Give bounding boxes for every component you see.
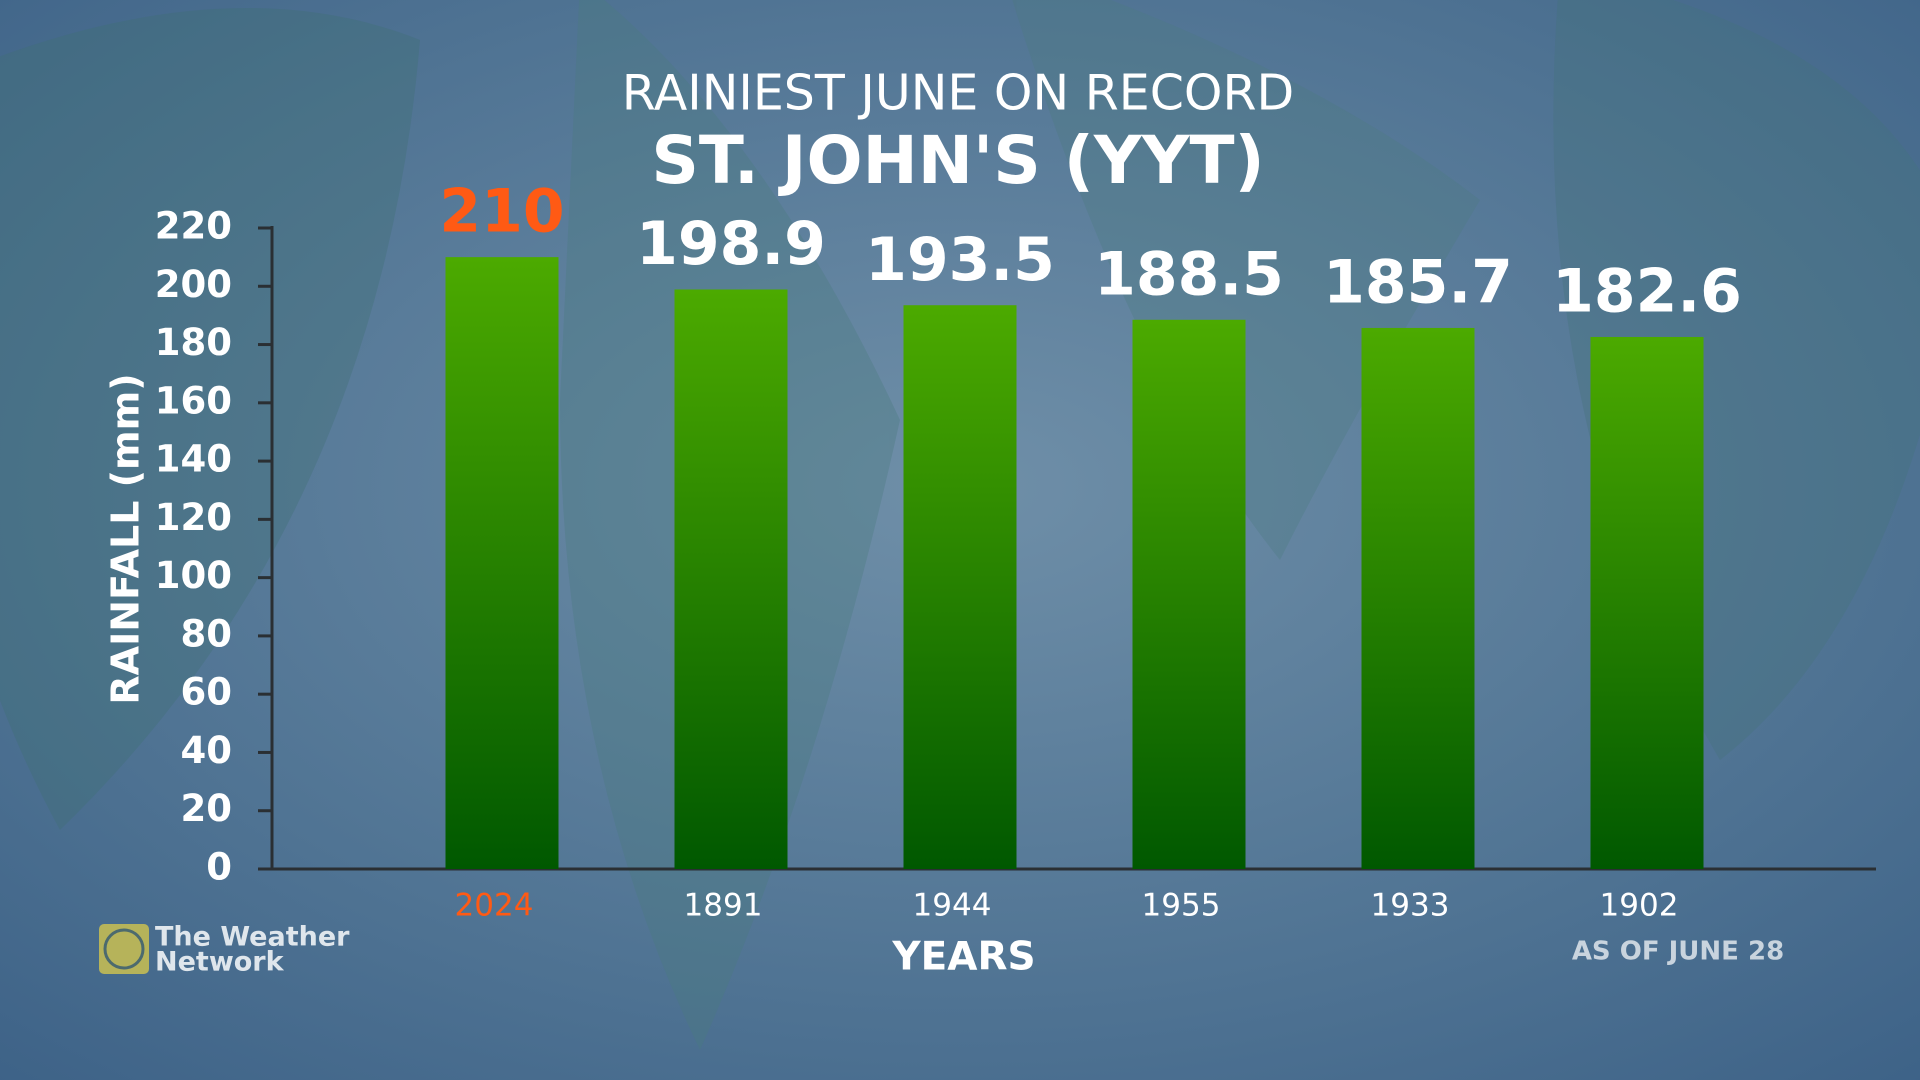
y-tick-label: 40 bbox=[181, 729, 233, 772]
y-tick-label: 220 bbox=[155, 205, 232, 248]
value-label: 182.6 bbox=[1552, 257, 1742, 327]
x-tick-label: 2024 bbox=[455, 888, 534, 924]
note: AS OF JUNE 28 bbox=[1572, 937, 1784, 967]
value-label: 188.5 bbox=[1094, 239, 1284, 309]
bar bbox=[903, 305, 1017, 869]
chart-subtitle: ST. JOHN'S (YYT) bbox=[651, 122, 1264, 199]
y-tick-label: 20 bbox=[181, 787, 233, 830]
y-tick-label: 140 bbox=[155, 438, 232, 481]
bar bbox=[1361, 327, 1475, 869]
chart-title: RAINIEST JUNE ON RECORD bbox=[622, 65, 1295, 122]
x-tick-label: 1891 bbox=[684, 888, 763, 924]
logo-text: The Weather bbox=[155, 922, 350, 953]
bar bbox=[674, 289, 788, 869]
value-label: 185.7 bbox=[1323, 248, 1513, 318]
bar bbox=[445, 257, 559, 869]
x-tick-label: 1933 bbox=[1371, 888, 1450, 924]
y-tick-label: 60 bbox=[181, 671, 233, 714]
y-tick-label: 160 bbox=[155, 379, 232, 422]
logo: The Weather Network bbox=[99, 922, 350, 978]
value-label: 198.9 bbox=[636, 209, 826, 279]
y-tick-label: 180 bbox=[155, 321, 232, 364]
x-tick-label: 1944 bbox=[913, 888, 992, 924]
y-tick-label: 100 bbox=[155, 554, 232, 597]
y-tick-label: 120 bbox=[155, 496, 232, 539]
y-tick-label: 200 bbox=[155, 263, 232, 306]
y-axis-title: RAINFALL (mm) bbox=[104, 373, 148, 704]
x-axis-title: YEARS bbox=[891, 935, 1035, 980]
x-tick-label: 1902 bbox=[1600, 888, 1679, 924]
x-tick-label: 1955 bbox=[1142, 888, 1221, 924]
logo-globe bbox=[103, 928, 145, 970]
bar bbox=[1590, 336, 1704, 870]
logo-text: Network bbox=[155, 947, 285, 978]
value-label: 193.5 bbox=[865, 225, 1055, 295]
value-label: 210 bbox=[439, 177, 564, 247]
bar bbox=[1132, 319, 1246, 869]
y-tick-label: 80 bbox=[181, 612, 233, 655]
y-tick-label: 0 bbox=[206, 846, 232, 889]
